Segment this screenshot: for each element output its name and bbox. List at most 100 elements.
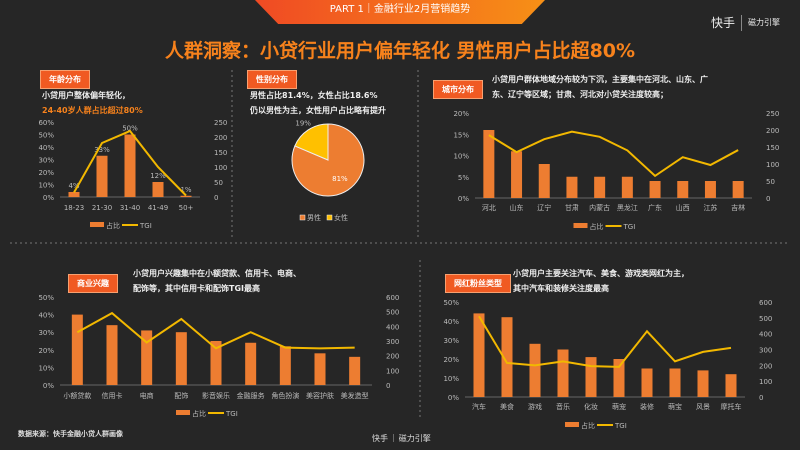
bar-小额贷款: [71, 314, 83, 385]
y2-tick-label: 200: [386, 353, 399, 361]
bar-山东: [511, 151, 523, 198]
y2-tick-label: 100: [214, 164, 227, 172]
x-tick-label: 辽宁: [537, 203, 551, 212]
x-tick-label: 萌宝: [668, 402, 682, 411]
x-tick-label: 内蒙古: [589, 203, 610, 212]
x-tick-label: 萌宠: [612, 402, 626, 411]
y-tick-label: 20%: [38, 169, 54, 177]
age-desc-line1: 小贷用户整体偏年轻化，: [42, 91, 130, 100]
x-tick-label: 黑龙江: [617, 203, 638, 212]
y2-tick-label: 400: [759, 331, 772, 339]
y-tick-label: 50%: [443, 299, 459, 307]
y-tick-label: 40%: [443, 318, 459, 326]
bar-21-30: [96, 155, 108, 197]
city-desc: 小贷用户群体地域分布较为下沉，主要集中在河北、山东、广 东、辽宁等区域；甘肃、河…: [492, 72, 708, 102]
y-tick-label: 40%: [38, 312, 54, 320]
legend-swatch-bar: [565, 422, 579, 427]
legend-label: TGI: [614, 422, 627, 430]
legend-swatch-男性: [299, 214, 306, 221]
bar-山西: [677, 181, 689, 198]
bar-美发造型: [349, 356, 361, 385]
x-tick-label: 河北: [482, 204, 496, 212]
interest-tag: 商业兴趣: [68, 274, 118, 293]
y-tick-label: 0%: [43, 194, 54, 202]
y-tick-label: 20%: [443, 356, 459, 364]
x-tick-label: 装修: [640, 402, 654, 411]
y2-tick-label: 50: [214, 179, 223, 187]
x-tick-label: 广东: [648, 203, 662, 212]
x-tick-label: 甘肃: [565, 203, 579, 212]
x-tick-label: 21-30: [92, 204, 112, 212]
bar-内蒙古: [594, 176, 606, 198]
y2-tick-label: 150: [214, 149, 227, 157]
bar-风景: [697, 370, 709, 397]
y-tick-label: 0%: [448, 394, 459, 402]
logo-divider: [741, 14, 742, 31]
y-tick-label: 0%: [458, 195, 469, 203]
y2-tick-label: 0: [766, 195, 770, 203]
y2-tick-label: 50: [766, 178, 775, 186]
y2-tick-label: 0: [759, 394, 763, 402]
pie-label: 19%: [295, 119, 311, 127]
y-tick-label: 15%: [453, 131, 469, 139]
bar-音乐: [557, 349, 569, 397]
x-tick-label: 风景: [696, 403, 710, 411]
city-desc-line1: 小贷用户群体地域分布较为下沉，主要集中在河北、山东、广: [492, 75, 708, 84]
bar-萌宝: [669, 368, 681, 397]
y2-tick-label: 250: [214, 119, 227, 127]
y-tick-label: 60%: [38, 119, 54, 127]
bar-河北: [483, 130, 495, 198]
y2-tick-label: 200: [214, 134, 227, 142]
x-tick-label: 配饰: [174, 391, 188, 400]
x-tick-label: 摩托车: [721, 402, 742, 411]
interest-desc-line1: 小贷用户兴趣集中在小额贷款、信用卡、电商、: [133, 269, 301, 278]
legend-label: 男性: [307, 213, 321, 222]
x-tick-label: 汽车: [472, 402, 486, 411]
legend-label: 占比: [590, 222, 604, 231]
legend-label: 女性: [334, 213, 348, 222]
x-tick-label: 美发造型: [341, 391, 369, 400]
y2-tick-label: 400: [386, 323, 399, 331]
legend-label: TGI: [225, 410, 238, 418]
x-tick-label: 化妆: [584, 402, 598, 411]
data-source: 数据来源：快手金融小贷人群画像: [18, 430, 123, 438]
x-tick-label: 吉林: [731, 203, 745, 212]
tgi-line: [73, 129, 187, 197]
interest-desc: 小贷用户兴趣集中在小额贷款、信用卡、电商、 配饰等，其中信用卡和配饰TGI最高: [133, 266, 301, 296]
magnetic-engine-logo: 磁力引擎: [748, 18, 780, 27]
bar-辽宁: [538, 164, 550, 198]
x-tick-label: 电商: [140, 391, 154, 400]
gender-desc: 男性占比81.4%，女性占比18.6% 仍以男性为主，女性用户占比略有提升: [250, 88, 386, 118]
y-tick-label: 40%: [38, 144, 54, 152]
gender-tag: 性别分布: [247, 70, 297, 89]
y-tick-label: 30%: [38, 329, 54, 337]
y2-tick-label: 100: [759, 378, 772, 386]
legend-label: 占比: [581, 421, 595, 430]
y-tick-label: 50%: [38, 294, 54, 302]
bar-黑龙江: [621, 176, 633, 198]
bar-电商: [141, 330, 153, 385]
bar-data-label: 33%: [94, 146, 110, 154]
gender-desc-line2: 仍以男性为主，女性用户占比略有提升: [250, 106, 386, 115]
y2-tick-label: 250: [766, 110, 779, 118]
bar-萌宠: [613, 359, 625, 397]
y-tick-label: 10%: [38, 364, 54, 372]
y2-tick-label: 100: [386, 367, 399, 375]
footer-magnetic-logo: 磁力引擎: [398, 434, 431, 443]
legend-swatch-女性: [326, 214, 333, 221]
y-tick-label: 50%: [38, 132, 54, 140]
bar-游戏: [529, 343, 541, 397]
y2-tick-label: 500: [759, 315, 772, 323]
y2-tick-label: 200: [759, 362, 772, 370]
influencer-desc: 小贷用户主要关注汽车、美食、游戏类网红为主， 其中汽车和装修关注度最高: [513, 266, 689, 296]
brand-logo: 快手 磁力引擎: [711, 14, 780, 31]
bar-data-label: 1%: [180, 186, 191, 194]
legend-label: TGI: [623, 223, 636, 231]
bar-装修: [641, 368, 653, 397]
legend-swatch-bar: [176, 410, 190, 415]
y-tick-label: 20%: [453, 110, 469, 118]
bar-江苏: [704, 181, 716, 198]
bar-data-label: 4%: [68, 182, 79, 190]
age-tag: 年龄分布: [40, 70, 90, 89]
y2-tick-label: 100: [766, 161, 779, 169]
